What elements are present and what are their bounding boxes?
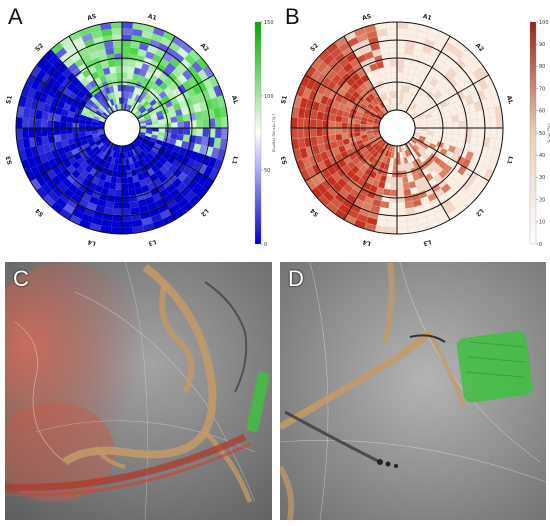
segment-label-al: AL: [505, 95, 514, 105]
segment-label-l2: L2: [474, 207, 485, 218]
angiography-d-image: [280, 262, 546, 520]
panel-b-scar-bullseye: A1 A2 AL L1 L2 L3 L4 S4 S3 S1 S2 AS 100 90 80 70 60 50 40 3…: [275, 0, 550, 255]
colorbar-tick-label: 60: [539, 109, 545, 115]
segment-label-a2: A2: [474, 42, 485, 53]
colorbar-tick-label: 50: [264, 168, 270, 174]
colorbar-title: Scar [%]: [547, 123, 550, 142]
colorbar: [529, 21, 537, 245]
bullseye-grid: [290, 21, 504, 235]
bullseye-cells: [16, 22, 228, 234]
panel-letter-c: C: [13, 266, 29, 291]
segment-label-al: AL: [230, 95, 239, 105]
segment-label-a1: A1: [147, 13, 157, 22]
segment-label-s2: S2: [309, 42, 320, 53]
angiography-c-image: [5, 262, 272, 520]
bullseye-segment-labels: A1 A2 AL L1 L2 L3 L4 S4 S3 S1 S2 AS: [5, 13, 239, 247]
colorbar: [254, 21, 262, 245]
colorbar-tick-label: 150: [264, 20, 274, 26]
colorbar-tick-label: 0: [539, 242, 542, 248]
segment-label-s1: S1: [280, 95, 289, 105]
bullseye-grid: [15, 21, 229, 235]
segment-label-as: AS: [87, 13, 97, 22]
segment-label-s1: S1: [5, 95, 14, 105]
segment-label-as: AS: [362, 13, 372, 22]
bullseye-a-svg: A1 A2 AL L1 L2 L3 L4 S4 S3 S1 S2 AS 150 100 50 0 Radial …: [5, 13, 275, 248]
colorbar-ticks: 150 100 50 0: [261, 20, 274, 248]
segment-label-l4: L4: [87, 238, 97, 247]
colorbar-tick-label: 90: [539, 42, 545, 48]
colorbar-tick-label: 70: [539, 86, 545, 92]
panel-c-angiography-overlay: C: [5, 262, 272, 520]
colorbar-tick-label: 30: [539, 175, 545, 181]
panel-letter-a: A: [8, 4, 23, 29]
segment-label-s3: S3: [5, 155, 14, 165]
colorbar-tick-label: 20: [539, 197, 545, 203]
colorbar-tick-label: 0: [264, 242, 267, 248]
colorbar-tick-label: 40: [539, 153, 545, 159]
colorbar-tick-label: 10: [539, 220, 545, 226]
segment-label-s4: S4: [309, 207, 320, 218]
segment-label-s3: S3: [280, 155, 289, 165]
bullseye-segment-labels: A1 A2 AL L1 L2 L3 L4 S4 S3 S1 S2 AS: [280, 13, 514, 247]
segment-label-l4: L4: [362, 238, 372, 247]
colorbar-title: Radial Strain [%]: [272, 114, 275, 152]
segment-label-a1: A1: [422, 13, 432, 22]
segment-label-l1: L1: [230, 155, 239, 165]
colorbar-tick-label: 50: [539, 131, 545, 137]
segment-label-l3: L3: [422, 238, 432, 247]
segment-label-l3: L3: [147, 238, 157, 247]
bullseye-b-svg: A1A2ALL1L2L3L4S4S3S1S2AS1009080706050403…: [280, 13, 550, 248]
panel-letter-d: D: [288, 266, 304, 291]
segment-label-s4: S4: [34, 207, 45, 218]
segment-label-s2: S2: [34, 42, 45, 53]
panel-letter-b: B: [285, 4, 300, 29]
segment-label-l1: L1: [505, 155, 514, 165]
segment-label-l2: L2: [199, 207, 210, 218]
colorbar-tick-label: 80: [539, 64, 545, 70]
segment-label-a2: A2: [199, 42, 210, 53]
panel-a-strain-bullseye: A1 A2 AL L1 L2 L3 L4 S4 S3 S1 S2 AS 150 100 50 0 Radial …: [0, 0, 275, 255]
colorbar-tick-label: 100: [539, 20, 549, 26]
colorbar-tick-label: 100: [264, 94, 274, 100]
panel-d-angiography-overlay: D: [280, 262, 546, 520]
